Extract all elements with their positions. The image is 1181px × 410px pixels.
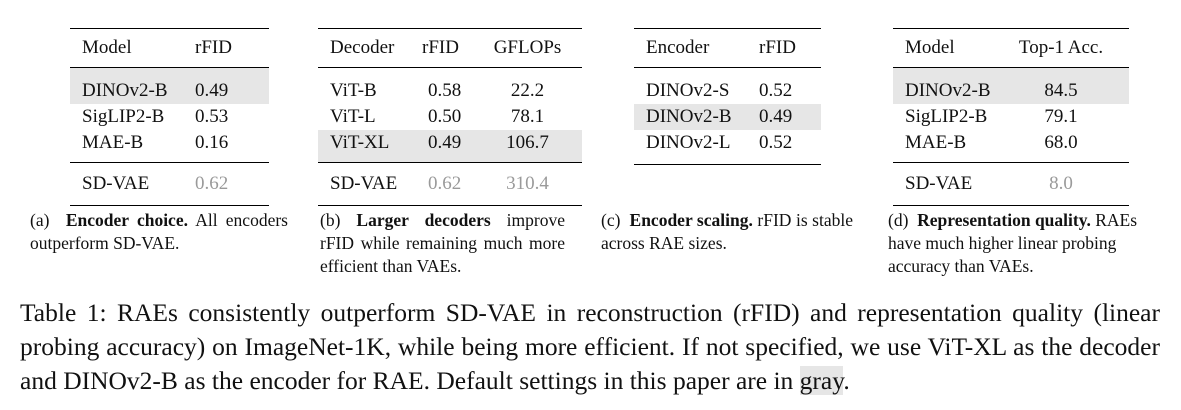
baseline-row: SD-VAE 0.62 310.4 <box>318 162 582 206</box>
col-header: Decoder <box>330 37 395 58</box>
caption-a: (a) Encoder choice. All encoders outperf… <box>30 210 288 253</box>
caption-c: (c) Encoder scaling. rFID is stable acro… <box>601 210 853 253</box>
table-row: DINOv2-B 0.49 <box>70 67 269 104</box>
main-caption: Table 1: RAEs consistently outperform SD… <box>20 298 1160 395</box>
table-encoder-choice: Model rFID DINOv2-B 0.49 SigLIP2-B 0.53 … <box>70 28 269 206</box>
col-header: rFID <box>422 37 459 58</box>
col-header: Model <box>905 37 955 58</box>
table-row: SigLIP2-B 79.1 <box>905 106 1078 127</box>
col-header: Top-1 Acc. <box>1018 37 1104 58</box>
col-header: Encoder <box>646 37 710 58</box>
baseline-row: SD-VAE 0.62 <box>70 162 269 206</box>
subtable-b: Decoder rFID GFLOPs ViT-B 0.58 22.2 ViT-… <box>318 28 582 206</box>
table-row: DINOv2-B 84.5 <box>893 67 1129 104</box>
col-header: rFID <box>759 37 796 58</box>
table-row: ViT-B 0.58 22.2 <box>318 67 582 105</box>
caption-d: (d) Representation quality. RAEs have mu… <box>888 210 1138 276</box>
table-representation-quality: Model Top-1 Acc. DINOv2-B 84.5 SigLIP2-B… <box>893 28 1129 206</box>
table-row: ViT-XL 0.49 106.7 <box>318 130 582 163</box>
table-row: MAE-B 68.0 <box>905 132 1078 153</box>
gray-highlight: gray <box>799 366 844 395</box>
table-larger-decoders: Decoder rFID GFLOPs ViT-B 0.58 22.2 ViT-… <box>318 28 582 206</box>
subtable-d: Model Top-1 Acc. DINOv2-B 84.5 SigLIP2-B… <box>893 28 1129 206</box>
table-row: DINOv2-S 0.52 <box>634 67 821 105</box>
caption-b: (b) Larger decoders improve rFID while r… <box>320 210 565 276</box>
subtable-a: Model rFID DINOv2-B 0.49 SigLIP2-B 0.53 … <box>70 28 269 206</box>
table-row: DINOv2-B 0.49 <box>634 104 821 130</box>
baseline-row: SD-VAE 8.0 <box>893 162 1129 206</box>
subtable-c: Encoder rFID DINOv2-S 0.52 DINOv2-B 0.49… <box>634 28 821 165</box>
col-header: Model <box>82 37 132 58</box>
table-row: DINOv2-L 0.52 <box>634 130 821 165</box>
table-row: ViT-L 0.50 78.1 <box>330 106 545 127</box>
table-row: SigLIP2-B 0.53 <box>82 106 229 127</box>
col-header: rFID <box>195 37 232 58</box>
col-header: GFLOPs <box>493 37 562 58</box>
table-row: MAE-B 0.16 <box>82 132 229 153</box>
table-encoder-scaling: Encoder rFID DINOv2-S 0.52 DINOv2-B 0.49… <box>634 28 821 165</box>
